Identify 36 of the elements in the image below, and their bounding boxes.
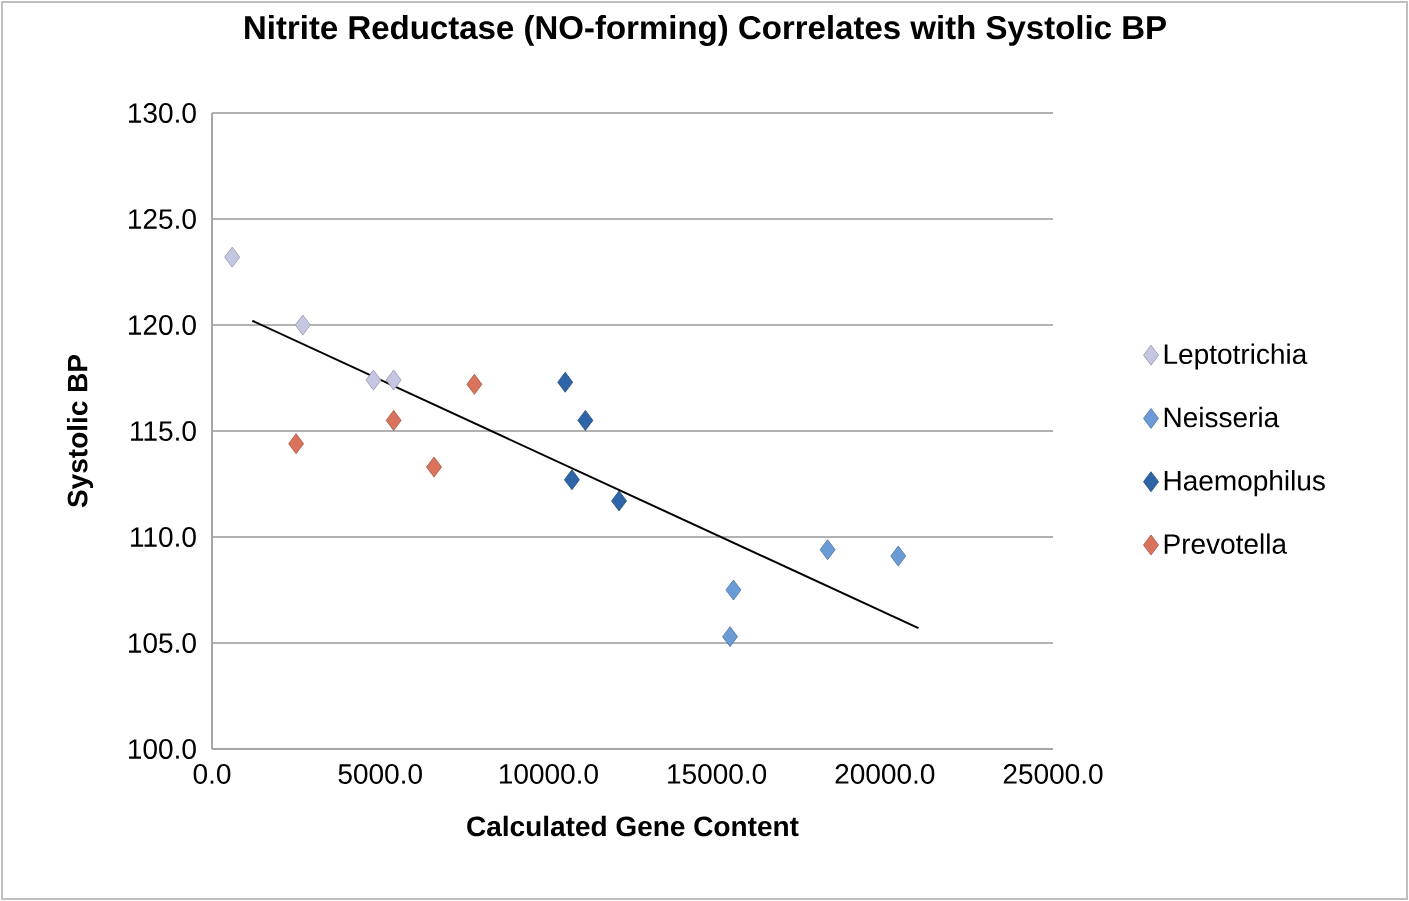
point	[890, 545, 907, 567]
point	[466, 373, 483, 395]
point	[385, 410, 402, 431]
y-axis-title: Systolic BP	[66, 354, 94, 508]
x-axis-title: Calculated Gene Content	[467, 815, 799, 837]
x-tick-label: 5000.0	[338, 764, 422, 784]
legend-label: Haemophilus	[1164, 470, 1325, 497]
point	[611, 490, 627, 512]
point	[426, 456, 442, 478]
y-tick-label: 100.0	[129, 739, 196, 759]
y-tick-label: 105.0	[129, 633, 196, 653]
point	[564, 469, 580, 491]
chart-title: Nitrite Reductase (NO-forming) Correlates with Systolic BP	[245, 15, 1166, 46]
point	[385, 369, 402, 391]
point	[819, 539, 836, 561]
legend-label: Neisseria	[1164, 406, 1280, 428]
legend-label: Prevotella	[1164, 533, 1288, 554]
y-tick-label: 120.0	[129, 315, 196, 335]
x-tick-label: 20000.0	[835, 764, 935, 784]
x-tick-label: 10000.0	[499, 764, 598, 784]
point	[365, 369, 382, 391]
point	[577, 410, 594, 431]
x-tick-label: 0.0	[193, 764, 231, 784]
point	[288, 433, 304, 455]
point	[725, 579, 742, 601]
point	[224, 246, 241, 268]
x-tick-label: 15000.0	[668, 764, 767, 784]
point	[294, 314, 311, 336]
point	[722, 626, 738, 648]
y-tick-label: 110.0	[131, 527, 196, 547]
point	[557, 371, 574, 393]
x-tick-label: 25000.0	[1003, 764, 1103, 784]
y-tick-label: 115.0	[131, 421, 196, 441]
legend-label: Leptotrichia	[1164, 343, 1308, 370]
y-tick-label: 125.0	[129, 209, 196, 229]
y-tick-label: 130.0	[129, 103, 196, 123]
